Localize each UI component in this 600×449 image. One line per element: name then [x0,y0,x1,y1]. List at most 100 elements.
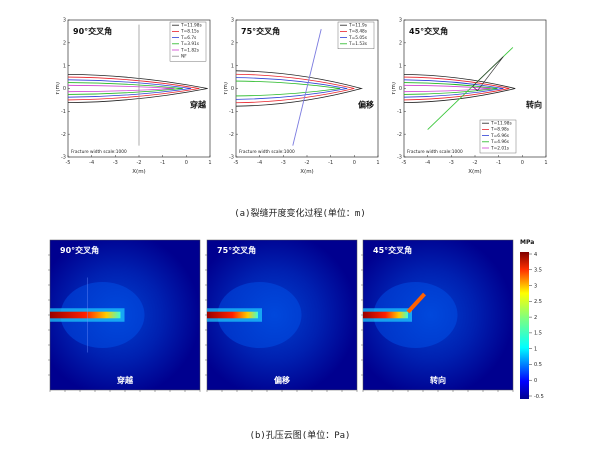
legend-entry: T=4.96s [490,139,510,145]
y-tick-label: -1 [61,109,66,115]
x-tick-label: -3 [449,160,454,166]
result-label: 偏移 [358,100,374,110]
colorbar-tick-label: -0.5 [534,394,544,400]
x-axis-label: X(m) [300,169,313,175]
fracture-envelope [235,73,355,104]
legend-box [479,119,517,154]
y-tick-label: -1 [397,109,402,115]
y-axis-label: Y(m) [224,82,229,96]
x-tick-label: 1 [376,160,379,166]
colorbar-tick-label: 0.5 [534,362,542,368]
legend-entry: T=6.7s [180,35,197,41]
y-tick-label: 3 [399,18,402,24]
y-tick-label: -3 [61,155,66,161]
x-tick-label: -5 [402,160,407,166]
legend-entry: T=3.91s [180,41,200,47]
caption-b: (b)孔压云图(单位：Pa) [249,431,351,441]
fracture-envelope [67,73,208,104]
x-tick-label: -2 [305,160,310,166]
high-pressure-fracture [50,311,121,319]
x-tick-label: -4 [257,160,262,166]
x-tick-label: 1 [208,160,211,166]
fracture-envelope [67,82,183,95]
pressure-halo [373,282,458,348]
fracture-envelope [67,76,200,101]
colorbar-tick-label: 2.5 [534,299,542,305]
angle-title: 75°交叉角 [217,245,256,255]
x-tick-label: -5 [66,160,71,166]
result-label: 转向 [526,100,542,110]
scale-note: Fracture width scale:1000 [239,149,295,155]
x-tick-label: 0 [185,160,188,166]
colorbar-tick-label: 1.5 [534,331,542,337]
colorbar-unit: MPa [520,239,534,246]
x-tick-label: -3 [281,160,286,166]
y-tick-label: 3 [63,18,66,24]
fracture-envelope [235,80,341,97]
result-label: 穿越 [190,100,207,110]
legend-entry: T=6.96s [490,133,510,139]
angle-title: 75°交叉角 [241,26,280,36]
y-tick-label: 3 [231,18,234,24]
y-tick-label: -2 [397,132,402,138]
x-tick-label: -3 [113,160,118,166]
result-label: 穿越 [117,375,134,385]
y-tick-label: 1 [63,63,66,69]
colorbar-tick-label: 2 [534,315,537,321]
x-tick-label: -2 [137,160,142,166]
y-tick-label: 2 [399,41,402,47]
y-tick-label: -2 [61,132,66,138]
fracture-envelope [403,79,504,98]
legend-entry: T=8.98s [490,127,510,133]
fracture-envelope [67,79,192,98]
y-axis-label: Y(m) [56,82,61,96]
y-tick-label: 2 [231,41,234,47]
fracture-envelope [403,84,492,93]
colorbar-tick-label: 4 [534,252,537,258]
fracture-envelope [403,82,498,95]
y-tick-label: -1 [229,109,234,115]
legend-entry: T=5.05s [348,35,368,41]
y-tick-label: -3 [229,155,234,161]
y-axis-label: Y(m) [392,82,397,96]
angle-title: 90°交叉角 [73,26,112,36]
x-tick-label: -4 [89,160,94,166]
angle-title: 45°交叉角 [409,26,448,36]
x-tick-label: -5 [234,160,239,166]
colorbar-tick-label: 3 [534,283,537,289]
x-tick-label: -1 [496,160,501,166]
fracture-envelope [235,70,363,107]
legend-entry: T=11.98s [180,23,203,29]
result-label: 偏移 [274,375,290,385]
scale-note: Fracture width scale:1000 [407,149,463,155]
legend-entry: T=11.9s [348,23,368,29]
x-tick-label: 0 [353,160,356,166]
y-tick-label: 1 [231,63,234,69]
x-axis-label: X(m) [132,169,145,175]
fracture-envelope [235,77,348,100]
fracture-envelope [67,84,175,93]
caption-a: (a)裂缝开度变化过程(单位：m) [234,209,366,219]
x-tick-label: -4 [425,160,430,166]
natural-fracture-line [292,29,322,146]
x-axis-label: X(m) [468,169,481,175]
pressure-colorbar: MPa 4 3.5 3 2.5 2 1.5 1 0.5 0 -0.5 [520,239,544,400]
fracture-envelope [403,73,516,104]
colorbar-gradient [520,252,529,399]
high-pressure-fracture [207,311,258,319]
turned-branch [406,292,426,314]
x-tick-label: -1 [160,160,165,166]
colorbar-tick-label: 0 [534,378,537,384]
legend-entry: T=1.82s [180,47,200,53]
angle-title: 45°交叉角 [373,245,412,255]
x-tick-label: -1 [328,160,333,166]
legend-entry: NF [181,54,187,60]
high-pressure-fracture [363,311,408,319]
y-tick-label: 0 [399,86,402,92]
